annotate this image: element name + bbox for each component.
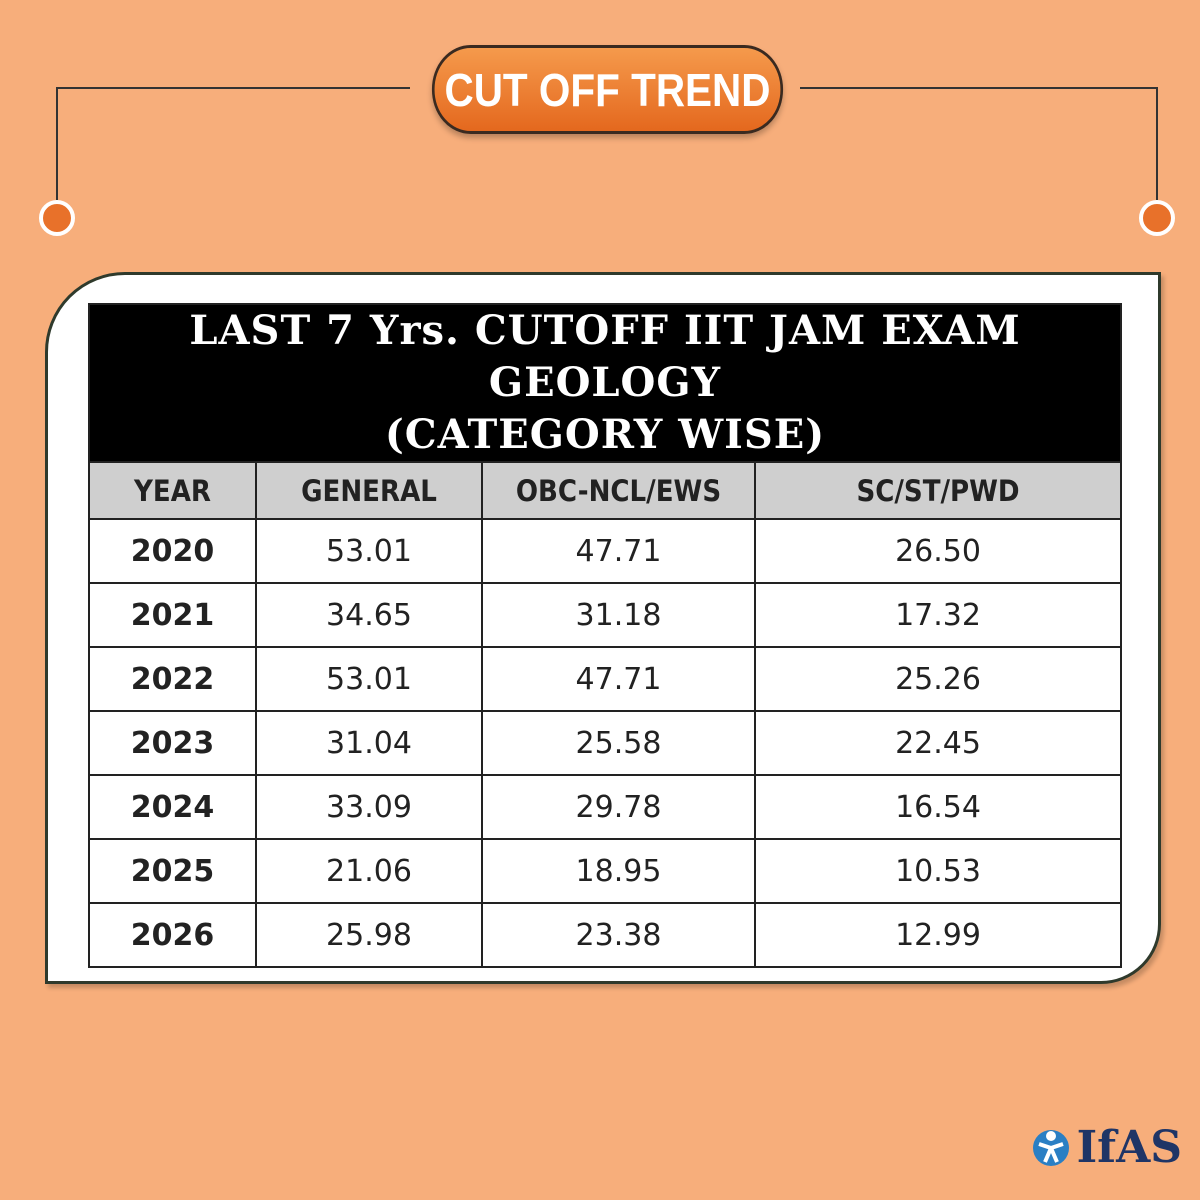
- value-cell: 16.54: [753, 774, 1123, 840]
- value-cell: 29.78: [481, 774, 756, 840]
- value-cell: 53.01: [255, 518, 483, 584]
- logo-text: IfAS: [1076, 1122, 1182, 1173]
- table-row: 2020 53.01 47.71 26.50: [88, 518, 1123, 584]
- logo-icon: [1032, 1129, 1069, 1166]
- table-row: 2024 33.09 29.78 16.54: [88, 774, 1123, 840]
- value-cell: 12.99: [753, 902, 1123, 968]
- value-cell: 53.01: [255, 646, 483, 712]
- value-cell: 25.26: [753, 646, 1123, 712]
- value-cell: 23.38: [481, 902, 756, 968]
- column-header-row: YEAR GENERAL OBC-NCL/EWS SC/ST/PWD: [88, 461, 1123, 520]
- table-row: 2023 31.04 25.58 22.45: [88, 710, 1123, 776]
- value-cell: 10.53: [753, 838, 1123, 904]
- year-cell: 2024: [88, 774, 257, 840]
- value-cell: 18.95: [481, 838, 756, 904]
- value-cell: 31.18: [481, 582, 756, 648]
- value-cell: 17.32: [753, 582, 1123, 648]
- value-cell: 47.71: [481, 518, 756, 584]
- column-header: GENERAL: [255, 461, 483, 520]
- year-cell: 2022: [88, 646, 257, 712]
- year-cell: 2021: [88, 582, 257, 648]
- title-line: (CATEGORY WISE): [384, 411, 826, 458]
- connector: [39, 87, 1175, 236]
- value-cell: 21.06: [255, 838, 483, 904]
- column-header: SC/ST/PWD: [753, 461, 1123, 520]
- value-cell: 33.09: [255, 774, 483, 840]
- table-row: 2022 53.01 47.71 25.26: [88, 646, 1123, 712]
- year-cell: 2023: [88, 710, 257, 776]
- column-header: YEAR: [88, 461, 257, 520]
- year-cell: 2025: [88, 838, 257, 904]
- value-cell: 47.71: [481, 646, 756, 712]
- title-line: LAST 7 Yrs. CUTOFF IIT JAM EXAM GEOLOGY: [189, 307, 1021, 406]
- value-cell: 26.50: [753, 518, 1123, 584]
- badge: CUT OFF TREND: [431, 45, 784, 134]
- value-cell: 34.65: [255, 582, 483, 648]
- column-header: OBC-NCL/EWS: [481, 461, 756, 520]
- cutoff-table: LAST 7 Yrs. CUTOFF IIT JAM EXAM GEOLOGY …: [87, 303, 1123, 968]
- table-row: 2021 34.65 31.18 17.32: [88, 582, 1123, 648]
- year-cell: 2026: [88, 902, 257, 968]
- table-row: 2026 25.98 23.38 12.99: [88, 902, 1123, 968]
- value-cell: 31.04: [255, 710, 483, 776]
- value-cell: 25.58: [481, 710, 756, 776]
- value-cell: 22.45: [753, 710, 1123, 776]
- value-cell: 25.98: [255, 902, 483, 968]
- table-title: LAST 7 Yrs. CUTOFF IIT JAM EXAM GEOLOGY …: [87, 303, 1123, 463]
- table-row: 2025 21.06 18.95 10.53: [88, 838, 1123, 904]
- logo: IfAS: [1031, 1122, 1182, 1173]
- year-cell: 2020: [88, 518, 257, 584]
